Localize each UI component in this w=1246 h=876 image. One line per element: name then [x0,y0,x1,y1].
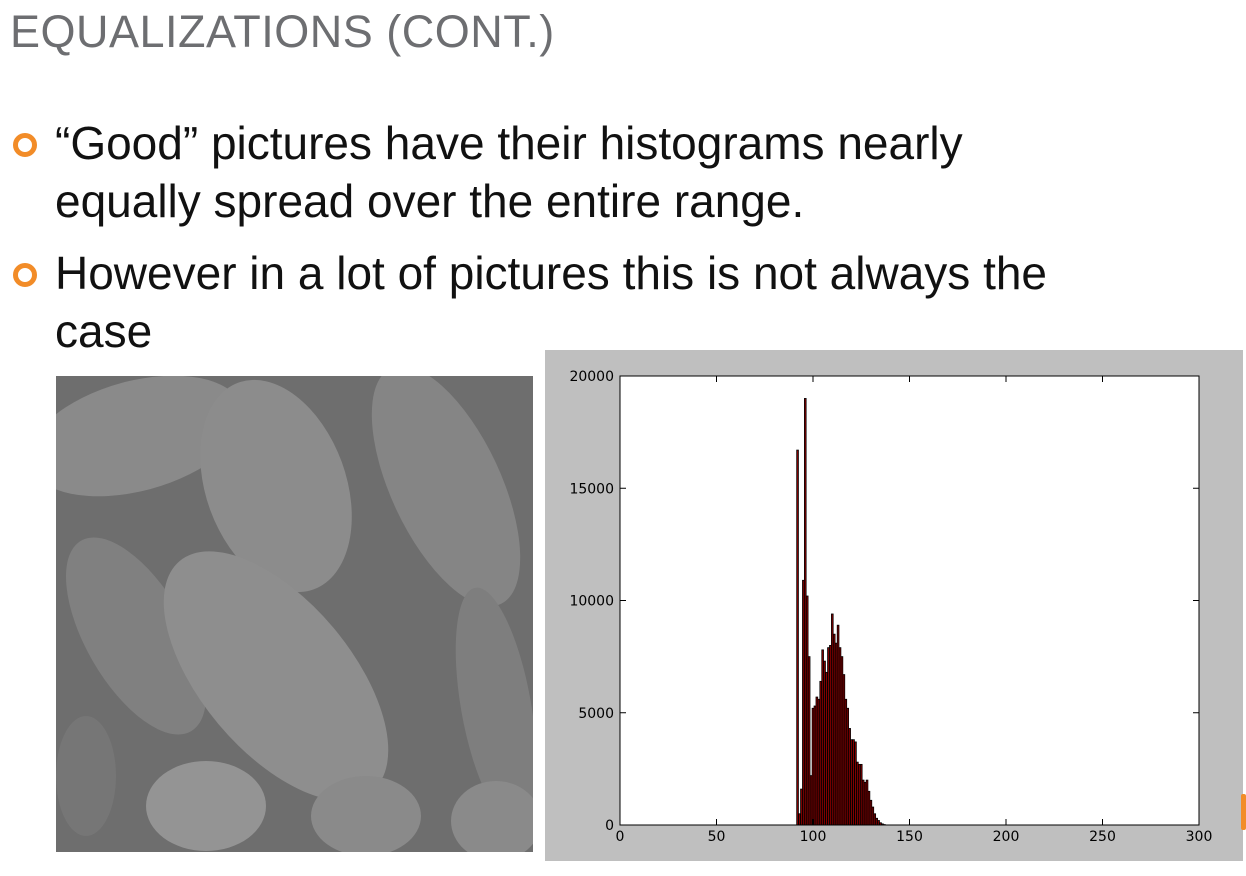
histogram-bar [846,707,850,826]
low-contrast-grayscale-image [56,376,533,852]
histogram-bar [819,680,822,826]
histogram-bar [869,799,873,826]
histogram-bar [827,647,830,826]
histogram-bar [813,705,817,826]
histogram-bar [823,660,826,826]
x-tick-label: 200 [993,829,1020,845]
histogram-bar [811,707,815,826]
histogram-bar [842,674,846,826]
histogram-bar [871,806,875,826]
histogram-bar [877,820,880,826]
y-tick-label: 0 [605,818,614,834]
bullet-line: case [55,305,153,357]
histogram-bar [829,644,832,826]
pepper-image-illustration [56,376,533,852]
histogram-bar [831,613,834,826]
plot-area [620,376,1199,825]
histogram-chart: 0 50 100 150 200 250 300 0 5000 10000 15000 20000 [569,369,1213,845]
histogram-bar [798,813,801,826]
histogram-bar [800,788,803,826]
histogram-bar [805,595,809,826]
histogram-bar [809,775,813,826]
edge-accent-mark [1241,794,1246,830]
histogram-bar [858,763,861,826]
bullet-line: However in a lot of pictures this is not… [55,247,1048,299]
slide-title: EQUALIZATIONS (CONT.) [10,6,555,57]
histogram-bar [838,647,842,826]
y-tick-label: 20000 [569,369,614,385]
y-tick-label: 5000 [578,706,614,722]
histogram-bar [852,739,855,826]
histogram-bar [821,649,824,826]
histogram-bar [850,739,853,826]
bullet-line: “Good” pictures have their histograms ne… [55,117,963,169]
histogram-bar [834,642,838,826]
histogram-bar [796,449,799,826]
histogram-bar [861,779,865,826]
x-tick-label: 150 [896,829,923,845]
x-tick-label: 50 [708,829,726,845]
histogram-bar [807,656,811,826]
bullet-circle-icon [13,133,37,157]
x-tick-label: 250 [1089,829,1116,845]
histogram-bar [856,761,859,826]
histogram-bar [865,779,869,826]
histogram-bar [867,790,871,826]
histogram-bar [825,671,828,826]
y-tick-label: 10000 [569,594,614,610]
histogram-panel: 0 50 100 150 200 250 300 0 5000 10000 15000 20000 [545,350,1243,861]
histogram-bar [815,696,819,826]
histogram-bar [863,781,867,826]
histogram-bar [836,624,840,826]
bullet-line: equally spread over the entire range. [55,175,805,227]
histogram-bar [859,763,863,826]
bullet-circle-icon [13,263,37,287]
x-tick-label: 0 [616,829,625,845]
y-tick-label: 15000 [569,481,614,497]
histogram-bar [840,656,844,826]
histogram-bar [832,633,836,826]
x-tick-label: 300 [1186,829,1213,845]
histogram-bar [875,817,878,826]
histogram-bar [804,398,807,826]
histogram-bar [817,698,821,826]
histogram-bar [854,741,857,826]
histogram-bar [848,728,851,826]
x-tick-label: 100 [800,829,827,845]
histogram-bar [802,579,805,826]
histogram-bar [873,813,877,826]
histogram-bar [844,698,848,826]
